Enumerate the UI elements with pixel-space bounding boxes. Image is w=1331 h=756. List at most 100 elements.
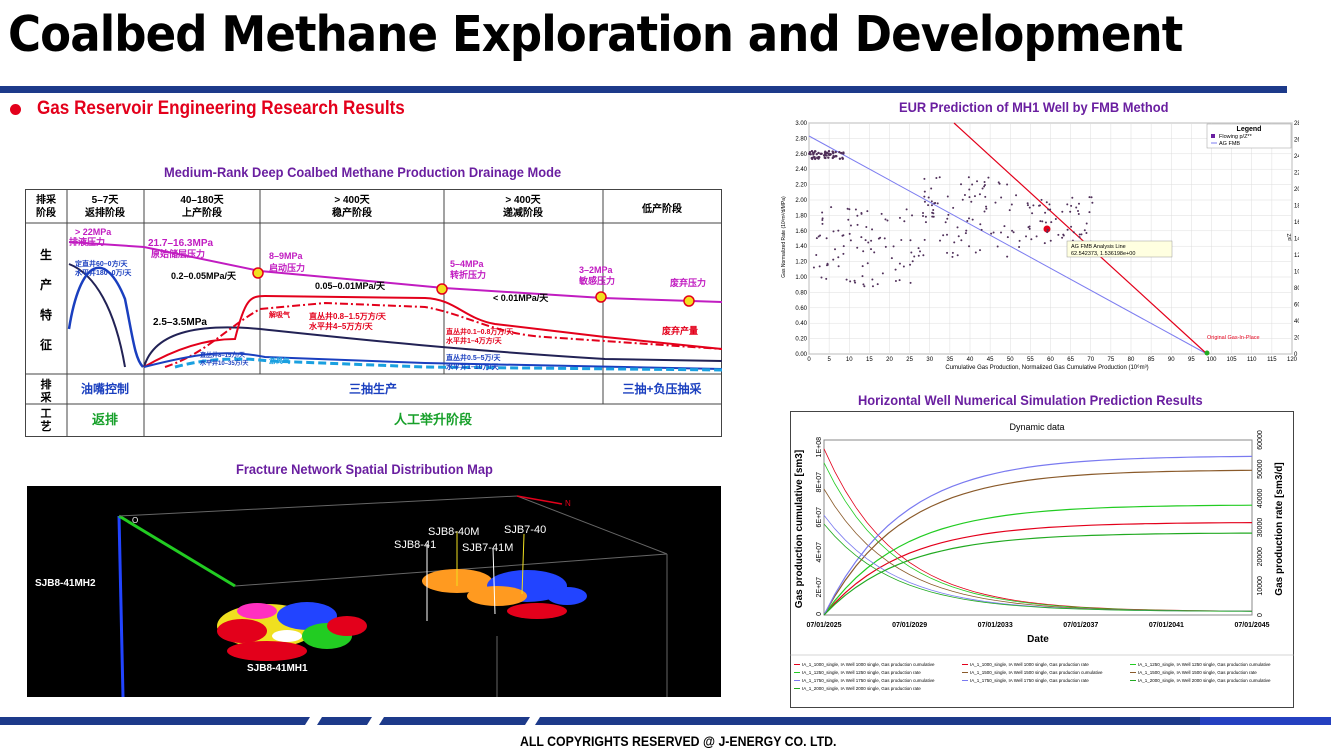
eur-point xyxy=(1032,204,1035,207)
eur-point xyxy=(1046,228,1049,231)
eur-point xyxy=(960,239,963,242)
svg-text:直丛井0.1–0.8万方/天: 直丛井0.1–0.8万方/天 xyxy=(446,327,514,336)
svg-text:直丛井8–15方/天: 直丛井8–15方/天 xyxy=(200,351,245,359)
eur-x-tick: 120 xyxy=(1287,357,1298,363)
eur-point xyxy=(922,214,925,217)
sim-y-tick: 2E+07 xyxy=(816,577,823,598)
eur-point xyxy=(815,237,818,240)
svg-text:Flowing p/Z**: Flowing p/Z** xyxy=(1219,134,1253,140)
eur-point xyxy=(838,157,842,160)
eur-point xyxy=(854,208,857,211)
eur-point xyxy=(1044,211,1047,214)
eur-point xyxy=(1000,196,1003,199)
eur-point xyxy=(932,209,935,212)
svg-text:废弃压力: 废弃压力 xyxy=(670,277,706,288)
eur-point xyxy=(813,150,817,153)
eur-x-tick: 65 xyxy=(1067,357,1074,363)
svg-text:> 22MPa: > 22MPa xyxy=(75,227,112,237)
svg-text:采: 采 xyxy=(40,390,53,404)
eur-point xyxy=(1015,194,1018,197)
stage3-days: > 400天 xyxy=(334,194,370,206)
eur-title: EUR Prediction of MH1 Well by FMB Method xyxy=(899,99,1169,115)
eur-x-tick: 80 xyxy=(1128,357,1135,363)
eur-point xyxy=(967,176,970,179)
svg-text:5–4MPa: 5–4MPa xyxy=(450,259,485,269)
fracture-map: O N SJB8-41MH2 SJB8-41MH1 SJB8-41 SJB8-4… xyxy=(27,486,721,697)
eur-point xyxy=(871,278,874,281)
eur-point xyxy=(837,256,840,259)
eur-point xyxy=(892,245,895,248)
eur-point xyxy=(820,276,823,279)
eur-x-tick: 55 xyxy=(1027,357,1034,363)
eur-point xyxy=(965,229,968,232)
svg-text:解吸气: 解吸气 xyxy=(269,310,290,319)
svg-text:油嘴控制: 油嘴控制 xyxy=(81,381,129,396)
eur-point xyxy=(1031,212,1034,215)
eur-point xyxy=(856,246,859,249)
eur-point xyxy=(867,241,870,244)
eur-point xyxy=(983,185,986,188)
eur-point xyxy=(903,220,906,223)
svg-text:O: O xyxy=(132,516,138,525)
eur-point xyxy=(826,262,829,265)
eur-point xyxy=(1085,222,1088,225)
svg-text:征: 征 xyxy=(40,337,52,352)
eur-point xyxy=(923,177,926,180)
eur-y2-tick: 8000 xyxy=(1294,286,1299,292)
sim-chart: Dynamic data 02E+074E+076E+078E+071E+08 … xyxy=(790,411,1294,708)
sim-y-tick: 6E+07 xyxy=(816,507,823,528)
eur-point xyxy=(831,156,834,160)
svg-text:水平井180–0万/天: 水平井180–0万/天 xyxy=(75,268,132,277)
stage2-days: 40–180天 xyxy=(180,194,224,206)
eur-point xyxy=(1061,210,1064,213)
eur-y2-tick: 18000 xyxy=(1294,204,1299,210)
sim-y2-tick: 30000 xyxy=(1257,518,1264,538)
eur-point xyxy=(842,234,845,237)
eur-point xyxy=(917,254,920,257)
eur-point xyxy=(861,275,864,278)
eur-point xyxy=(966,219,969,222)
eur-point xyxy=(1049,239,1052,242)
bullet-dot xyxy=(10,104,21,115)
eur-point xyxy=(931,215,934,218)
eur-point xyxy=(923,238,926,241)
eur-x-tick: 45 xyxy=(987,357,994,363)
eur-point xyxy=(978,193,981,196)
eur-point xyxy=(909,263,912,266)
eur-point xyxy=(831,152,835,155)
eur-point xyxy=(840,151,843,155)
eur-point xyxy=(849,280,852,283)
eur-x-tick: 115 xyxy=(1267,357,1277,363)
eur-point xyxy=(922,212,925,215)
sim-legend-item: IA_1_1750_single, IA Well 1750 single, G… xyxy=(802,678,935,683)
svg-text:62.542373, 1.536198e+00: 62.542373, 1.536198e+00 xyxy=(1071,251,1135,257)
eur-point xyxy=(1011,229,1014,232)
eur-point xyxy=(853,279,856,282)
svg-text:SJB8-41: SJB8-41 xyxy=(394,539,436,551)
eur-point xyxy=(821,211,824,214)
eur-point xyxy=(979,249,982,252)
eur-point xyxy=(861,265,864,268)
svg-text:3–2MPa: 3–2MPa xyxy=(579,265,614,275)
eur-point xyxy=(838,150,841,154)
svg-text:21.7–16.3MPa: 21.7–16.3MPa xyxy=(148,238,213,249)
eur-point xyxy=(1077,202,1080,205)
eur-point xyxy=(827,156,830,159)
eur-point xyxy=(946,217,949,220)
sim-x-tick: 07/01/2041 xyxy=(1149,622,1184,629)
eur-point xyxy=(886,219,889,222)
eur-y-tick: 1.60 xyxy=(795,229,807,235)
svg-text:工: 工 xyxy=(41,407,52,420)
svg-text:水平井10–35方/天: 水平井10–35方/天 xyxy=(200,359,248,367)
eur-point xyxy=(894,268,897,271)
eur-point xyxy=(951,251,954,254)
eur-point xyxy=(968,188,971,191)
eur-point xyxy=(832,230,835,233)
sim-legend-item: IA_1_1500_single, IA Well 1500 single, G… xyxy=(1138,670,1257,675)
eur-point xyxy=(1044,221,1047,224)
eur-point xyxy=(1085,232,1088,235)
eur-y-tick: 2.00 xyxy=(795,198,807,204)
eur-point xyxy=(985,205,988,208)
sim-x-tick: 07/01/2045 xyxy=(1234,622,1269,629)
eur-y-tick: 0.80 xyxy=(795,290,807,296)
